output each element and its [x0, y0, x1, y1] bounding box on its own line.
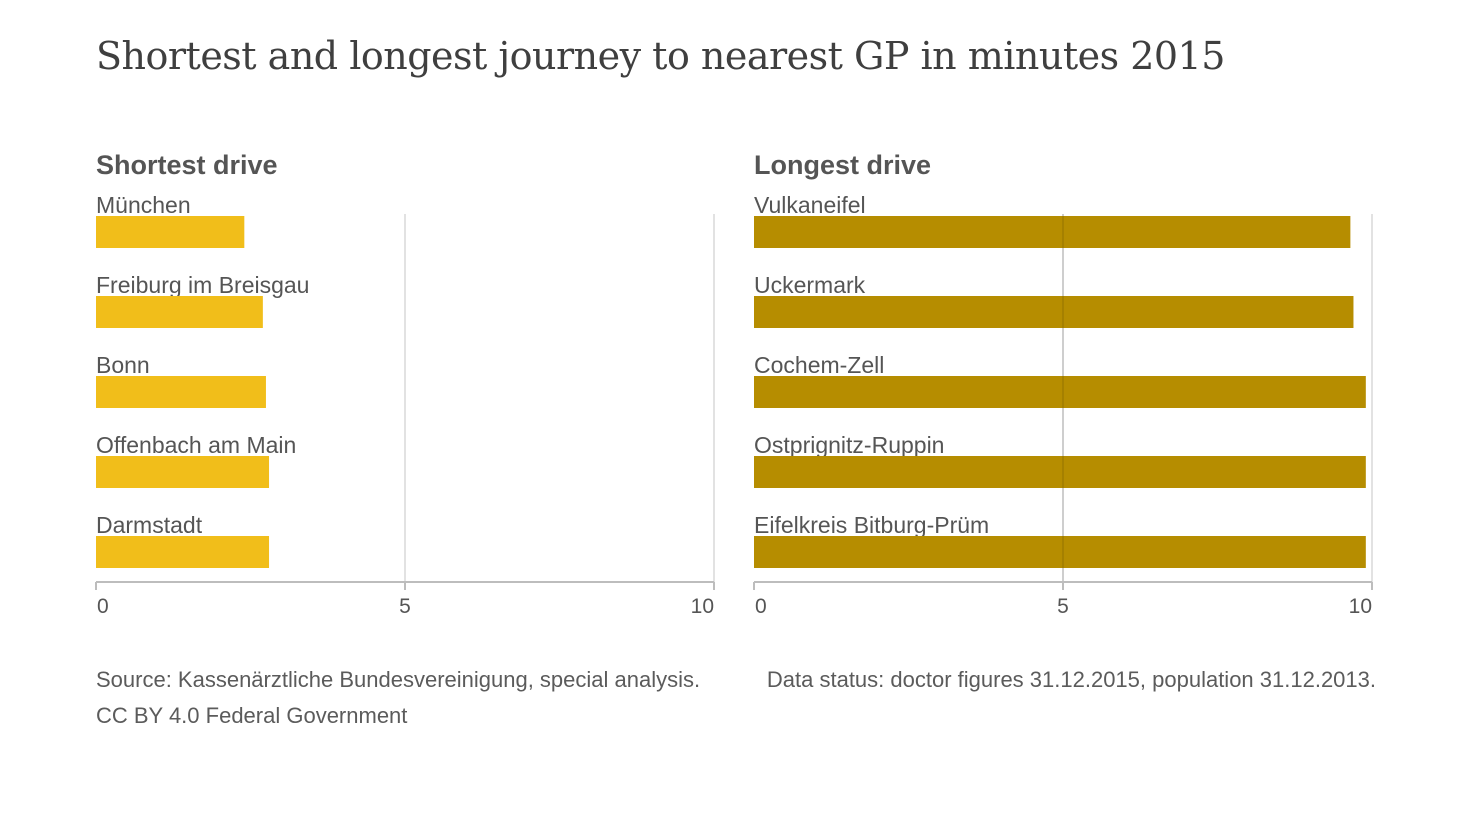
longest-category-label: Cochem-Zell	[754, 352, 884, 378]
longest-x-tick-label: 5	[1057, 595, 1069, 618]
data-status-note: Data status: doctor figures 31.12.2015, …	[766, 667, 1376, 692]
shortest-drive-panel: München Freiburg im Breisgau Bonn Offenbach…	[95, 150, 715, 618]
longest-drive-title: Longest drive	[754, 150, 931, 180]
longest-drive-panel: Vulkaneifel Uckermark Cochem-Zell Ostprigni…	[753, 150, 1373, 618]
longest-bar	[754, 536, 1366, 568]
shortest-bar	[96, 456, 270, 488]
source-text: Source: Kassenärztliche Bundesvereinigun…	[96, 667, 701, 692]
shortest-bar	[96, 296, 263, 328]
longest-category-label: Eifelkreis Bitburg-Prüm	[754, 512, 989, 538]
longest-category-label: Uckermark	[754, 272, 866, 298]
shortest-drive-title: Shortest drive	[96, 150, 278, 180]
shortest-bar	[96, 216, 245, 248]
license-text: CC BY 4.0 Federal Government	[96, 703, 408, 728]
longest-bar	[754, 296, 1354, 328]
source-note: Source: Kassenärztliche Bundesvereinigun…	[96, 662, 700, 734]
shortest-bar	[96, 376, 266, 408]
longest-bar	[754, 216, 1351, 248]
longest-category-label: Ostprignitz-Ruppin	[754, 432, 944, 458]
shortest-category-label: Offenbach am Main	[96, 432, 296, 458]
longest-x-tick-label: 0	[755, 595, 767, 618]
shortest-bar	[96, 536, 270, 568]
chart-title: Shortest and longest journey to nearest …	[96, 34, 1225, 78]
shortest-x-tick-label: 5	[399, 595, 411, 618]
shortest-x-tick-label: 10	[691, 595, 714, 618]
shortest-x-tick-label: 0	[97, 595, 109, 618]
shortest-category-label: München	[96, 192, 191, 218]
shortest-category-label: Darmstadt	[96, 512, 203, 538]
longest-x-tick-label: 10	[1349, 595, 1372, 618]
longest-bar	[754, 456, 1366, 488]
longest-category-label: Vulkaneifel	[754, 192, 866, 218]
longest-bar	[754, 376, 1366, 408]
shortest-category-label: Freiburg im Breisgau	[96, 272, 309, 298]
shortest-category-label: Bonn	[96, 352, 150, 378]
